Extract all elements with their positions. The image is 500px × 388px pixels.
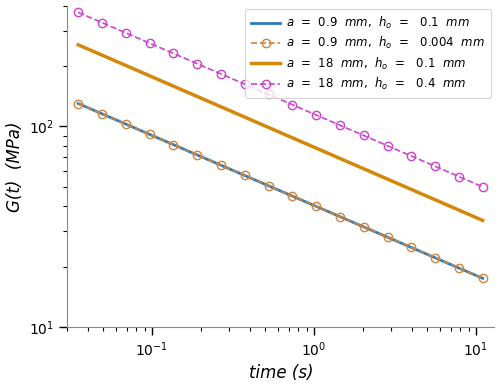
$a$  =  0.9  $mm$,  $h_o$  =   0.1  $mm$ xyxy=(323,208,329,213)
$a$  =  18  $mm$,  $h_o$  =   0.1  $mm$ xyxy=(316,147,322,152)
$a$  =  18  $mm$,  $h_o$  =   0.1  $mm$ xyxy=(480,218,486,223)
$a$  =  0.9  $mm$,  $h_o$  =   0.1  $mm$ xyxy=(416,248,422,253)
$a$  =  0.9  $mm$,  $h_o$  =   0.1  $mm$ xyxy=(76,102,82,106)
$a$  =  18  $mm$,  $h_o$  =   0.1  $mm$ xyxy=(323,150,329,154)
$a$  =  18  $mm$,  $h_o$  =   0.1  $mm$ xyxy=(76,43,82,48)
Line: $a$  =  18  $mm$,  $h_o$  =   0.1  $mm$: $a$ = 18 $mm$, $h_o$ = 0.1 $mm$ xyxy=(78,45,482,220)
Y-axis label: G(t)  (MPa): G(t) (MPa) xyxy=(6,121,24,211)
Line: $a$  =  0.9  $mm$,  $h_o$  =   0.1  $mm$: $a$ = 0.9 $mm$, $h_o$ = 0.1 $mm$ xyxy=(78,104,482,278)
Legend: $a$  =  0.9  $mm$,  $h_o$  =   0.1  $mm$, $a$  =  0.9  $mm$,  $h_o$  =   0.004  : $a$ = 0.9 $mm$, $h_o$ = 0.1 $mm$, $a$ = … xyxy=(245,9,491,98)
$a$  =  0.9  $mm$,  $h_o$  =   0.1  $mm$ xyxy=(316,205,322,210)
$a$  =  18  $mm$,  $h_o$  =   0.1  $mm$ xyxy=(442,202,448,206)
$a$  =  0.9  $mm$,  $h_o$  =   0.1  $mm$ xyxy=(480,276,486,281)
$a$  =  0.9  $mm$,  $h_o$  =   0.1  $mm$ xyxy=(314,204,320,209)
$a$  =  18  $mm$,  $h_o$  =   0.1  $mm$ xyxy=(314,146,320,151)
$a$  =  0.9  $mm$,  $h_o$  =   0.1  $mm$ xyxy=(75,101,81,106)
X-axis label: time (s): time (s) xyxy=(248,364,313,383)
$a$  =  18  $mm$,  $h_o$  =   0.1  $mm$ xyxy=(75,42,81,47)
$a$  =  0.9  $mm$,  $h_o$  =   0.1  $mm$ xyxy=(442,260,448,264)
$a$  =  18  $mm$,  $h_o$  =   0.1  $mm$ xyxy=(416,191,422,195)
